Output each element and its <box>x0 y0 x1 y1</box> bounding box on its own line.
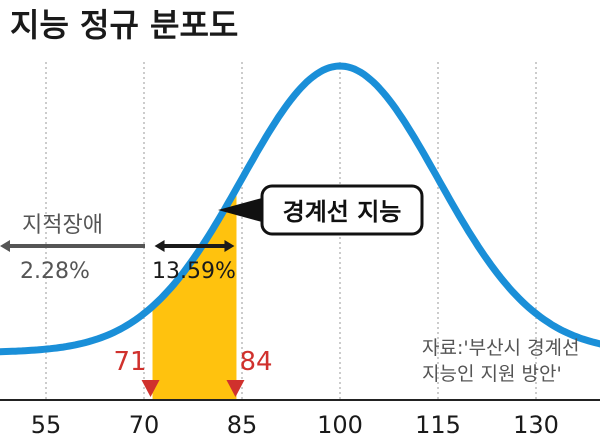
callout-box <box>260 184 424 236</box>
x-tick-85: 85 <box>227 411 258 439</box>
left-tail-percent: 2.28% <box>20 259 90 284</box>
x-tick-55: 55 <box>31 411 62 439</box>
callout-pointer <box>218 198 262 222</box>
chart-title: 지능 정규 분포도 <box>10 6 238 44</box>
x-tick-100: 100 <box>317 411 363 439</box>
highlight-percent: 13.59% <box>152 259 236 284</box>
x-tick-70: 70 <box>129 411 160 439</box>
marker-label-84: 84 <box>239 347 272 377</box>
source-line-2: 지능인 지원 방안' <box>422 363 562 385</box>
source-line-1: 자료:'부산시 경계선 <box>422 337 580 359</box>
left-tail-arrow <box>0 240 145 252</box>
left-tail-label: 지적장애 <box>22 213 103 238</box>
x-axis-ticks: 55 70 85 100 115 130 <box>31 411 559 439</box>
distribution-curve <box>0 62 600 356</box>
range-markers: 71 84 <box>113 347 273 397</box>
x-tick-115: 115 <box>415 411 461 439</box>
grid-lines <box>45 62 537 400</box>
callout-label: 경계선 지능 <box>283 198 402 226</box>
marker-triangle-71 <box>141 380 160 397</box>
x-tick-130: 130 <box>513 411 559 439</box>
marker-triangle-84 <box>226 380 245 397</box>
highlight-area <box>152 188 237 400</box>
highlight-span-arrow <box>154 240 235 252</box>
marker-label-71: 71 <box>113 347 146 377</box>
